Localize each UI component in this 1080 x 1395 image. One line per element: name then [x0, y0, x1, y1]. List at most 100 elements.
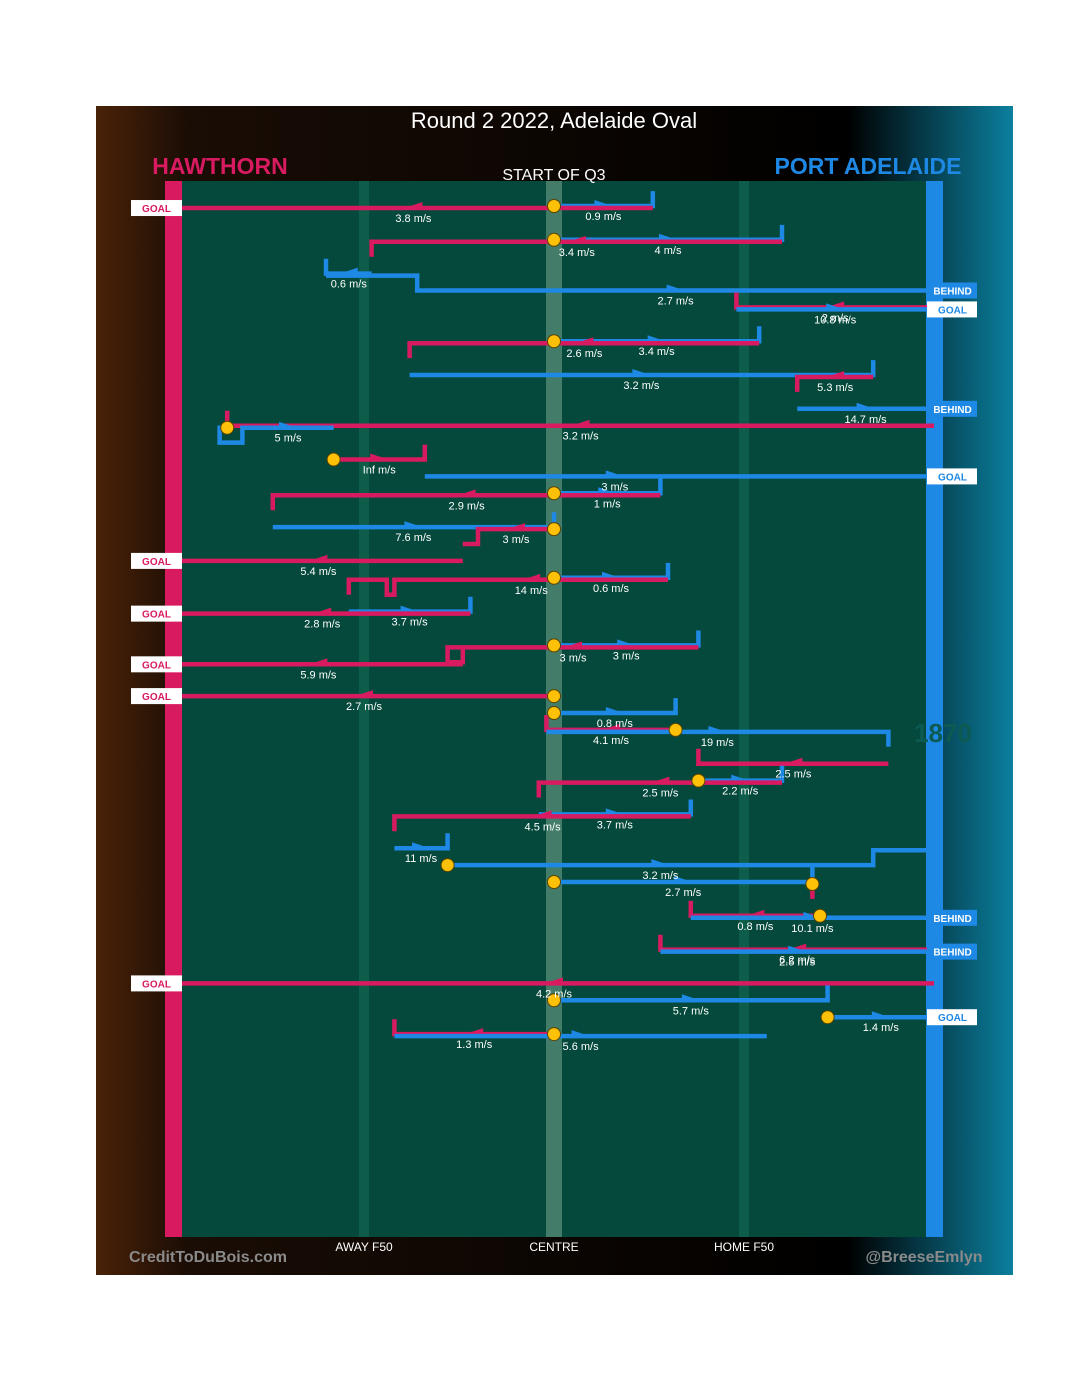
speed-label-2: 4 m/s — [655, 245, 682, 257]
speed-label-1: 3.8 m/s — [395, 213, 432, 225]
result-tag-16: GOAL — [927, 468, 977, 485]
arrow-13 — [571, 419, 590, 427]
speed-label-44: 6.2 m/s — [779, 955, 816, 967]
arrow-50 — [571, 1030, 590, 1038]
arrow-22 — [602, 571, 620, 579]
arrow-2 — [659, 233, 677, 241]
stoppage-marker-34 — [691, 773, 706, 788]
speed-label-33: 2.5 m/s — [775, 769, 812, 781]
result-box-1 — [131, 200, 182, 217]
result-box-48 — [927, 1009, 977, 1026]
arrow-25 — [313, 607, 332, 615]
stoppage-marker-49 — [547, 1027, 561, 1042]
stoppage-marker-14 — [220, 420, 235, 435]
stoppage-marker-22 — [547, 570, 561, 585]
result-tag-43: BEHIND — [927, 909, 977, 926]
speed-label-3: 3.4 m/s — [559, 247, 596, 259]
result-box-25 — [131, 605, 182, 622]
x-tick-label-0: AWAY F50 — [335, 1240, 393, 1254]
arrow-48 — [871, 1011, 890, 1019]
speed-label-29: 2.7 m/s — [346, 701, 383, 713]
arrow-34 — [731, 774, 750, 782]
home-team-name: HAWTHORN — [152, 153, 287, 179]
arrow-15 — [370, 453, 389, 461]
result-tag-12: BEHIND — [927, 400, 977, 417]
arrow-27 — [564, 641, 582, 649]
arrow-19 — [404, 521, 423, 529]
quarter-label: START OF Q3 — [502, 167, 605, 184]
hawthorn-goal-line — [165, 181, 182, 1237]
arrow-0 — [594, 200, 613, 207]
arrow-31 — [602, 723, 620, 731]
stoppage-marker-0 — [547, 199, 561, 213]
result-text-45: BEHIND — [933, 948, 971, 959]
speed-label-26: 3 m/s — [613, 650, 640, 662]
arrow-39 — [651, 859, 670, 867]
arrow-5 — [666, 284, 685, 292]
result-tag-48: GOAL — [927, 1009, 977, 1026]
speed-label-20: 3 m/s — [503, 534, 530, 546]
arrow-11 — [826, 371, 845, 379]
speed-label-49: 1.3 m/s — [456, 1039, 493, 1051]
speed-label-5: 2.7 m/s — [658, 296, 695, 308]
speed-label-16: 3 m/s — [601, 481, 628, 493]
arrow-26 — [617, 639, 636, 647]
speed-label-10: 3.2 m/s — [623, 380, 660, 392]
speed-label-9: 2.6 m/s — [566, 348, 603, 360]
result-tag-7: GOAL — [927, 301, 977, 318]
result-text-7: GOAL — [938, 305, 967, 316]
speed-label-8: 3.4 m/s — [639, 346, 676, 358]
stoppage-marker-20 — [547, 522, 561, 537]
arrow-14 — [279, 421, 297, 429]
chain-15 — [333, 444, 428, 462]
speed-label-32: 19 m/s — [701, 737, 735, 749]
arrow-16 — [605, 470, 624, 478]
speed-label-31: 4.1 m/s — [593, 735, 630, 747]
arrow-10 — [632, 369, 651, 376]
result-box-28 — [131, 656, 182, 673]
stoppage-marker-17 — [547, 486, 561, 501]
arrow-33 — [784, 757, 803, 765]
result-tag-45: BEHIND — [927, 943, 977, 960]
speed-label-45: 2.5 m/s — [779, 957, 816, 969]
stoppage-marker-39 — [440, 858, 455, 873]
arrow-45 — [788, 945, 807, 953]
arrow-24 — [400, 605, 419, 613]
speed-label-27: 3 m/s — [560, 652, 587, 664]
arrow-47 — [681, 994, 700, 1002]
result-tag-1: GOAL — [131, 200, 182, 217]
result-text-48: GOAL — [938, 1013, 967, 1024]
result-text-46: GOAL — [142, 979, 171, 990]
chain-paths — [174, 191, 934, 1039]
stoppage-marker-47 — [547, 993, 561, 1008]
chain-18 — [270, 493, 661, 511]
speed-label-12: 14.7 m/s — [845, 414, 888, 426]
away-team-name: PORT ADELAIDE — [775, 153, 962, 179]
arrow-18 — [457, 489, 476, 497]
speed-label-42: 0.8 m/s — [737, 921, 774, 933]
result-tag-5: BEHIND — [927, 282, 977, 299]
x-axis-ticks: AWAY F50 CENTRE HOME F50 — [335, 1240, 774, 1254]
result-text-12: BEHIND — [933, 405, 971, 416]
speed-label-21: 5.4 m/s — [300, 566, 337, 578]
chain-30 — [554, 698, 678, 716]
result-box-16 — [927, 468, 977, 485]
x-tick-label-2: HOME F50 — [714, 1240, 774, 1254]
stoppage-markers — [220, 199, 835, 1042]
arrow-8 — [647, 335, 666, 343]
arrow-28 — [309, 658, 328, 666]
speed-label-23: 14 m/s — [515, 585, 549, 597]
result-tag-46: GOAL — [131, 975, 182, 992]
x-tick-label-1: CENTRE — [529, 1240, 578, 1254]
speed-label-19: 7.6 m/s — [395, 532, 432, 544]
result-box-29 — [131, 688, 182, 705]
arrow-17 — [598, 487, 617, 495]
arrow-3 — [567, 235, 586, 243]
stoppage-marker-30 — [547, 706, 561, 720]
speed-label-6: 2 m/s — [822, 312, 849, 324]
arrow-1 — [404, 202, 423, 210]
result-box-45 — [927, 943, 977, 960]
chain-37 — [392, 814, 691, 832]
arrow-23 — [522, 573, 541, 581]
